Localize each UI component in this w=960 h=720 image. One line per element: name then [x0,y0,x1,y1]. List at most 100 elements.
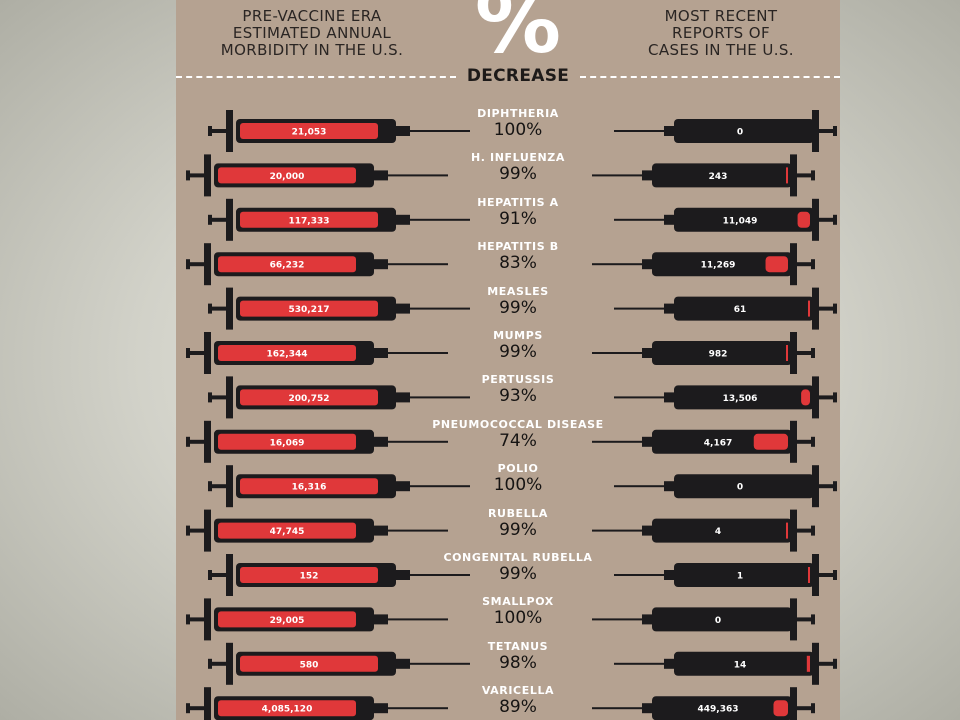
right-needle-smallpox [592,618,652,621]
right-tip-congenital-rubella [664,570,676,580]
left-value-hepatitis-b: 66,232 [270,261,305,271]
disease-name-polio: POLIO [497,462,539,476]
right-tip-pertussis [664,392,676,403]
left-value-pertussis: 200,752 [289,394,330,404]
right-flange-varicella [790,687,797,720]
left-fill-mumps [218,345,356,361]
right-value-polio: 0 [737,483,743,493]
left-flange-polio [226,465,233,508]
disease-name-measles: MEASLES [487,284,549,298]
right-plunger-rod-mumps [797,351,811,355]
right-plunger-hepatitis-b [811,259,815,270]
left-plunger-pertussis [208,392,212,403]
right-barrel-hepatitis-b [652,252,792,277]
right-tip-mumps [642,348,654,358]
left-flange-pertussis [226,376,233,419]
left-needle-hepatitis-b [388,263,448,266]
left-value-hepatitis-a: 117,333 [289,216,330,226]
dashed-divider-right [580,76,840,78]
right-value-h-influenza: 243 [709,172,728,182]
left-flange-tetanus [226,642,233,685]
right-plunger-rod-smallpox [797,617,811,622]
left-value-rubella: 47,745 [270,527,305,537]
right-barrel-varicella [652,696,792,720]
right-fill-hepatitis-a [797,211,810,228]
left-tip-tetanus [396,658,410,669]
right-value-diphtheria: 0 [737,128,743,138]
right-flange-congenital-rubella [812,554,819,596]
disease-name-hepatitis-a: HEPATITIS A [477,195,559,209]
right-tip-varicella [642,703,654,714]
right-flange-h-influenza [790,154,797,197]
left-needle-diphtheria [410,130,470,132]
right-flange-pertussis [812,376,819,419]
left-plunger-pneumococcal-disease [186,436,190,447]
left-plunger-hepatitis-b [186,259,190,270]
right-flange-polio [812,465,819,508]
left-plunger-mumps [186,348,190,358]
left-needle-tetanus [410,662,470,665]
right-barrel-diphtheria [674,119,814,143]
left-fill-h-influenza [218,167,356,184]
right-value-hepatitis-b: 11,269 [701,261,736,271]
right-tip-hepatitis-b [642,259,654,270]
left-tip-congenital-rubella [396,570,410,580]
left-fill-smallpox [218,611,356,628]
left-plunger-rod-smallpox [190,617,208,622]
left-flange-rubella [204,509,211,552]
right-plunger-congenital-rubella [833,570,837,580]
left-needle-polio [410,485,470,488]
left-flange-diphtheria [226,110,233,152]
right-fill-hepatitis-b [765,256,788,273]
right-value-smallpox: 0 [715,616,721,626]
right-barrel-pertussis [674,385,814,410]
percent-decrease-pertussis: 93% [499,386,537,407]
left-fill-pneumococcal-disease [218,433,356,450]
left-fill-polio [240,478,378,495]
recent-reports-header: MOST RECENT REPORTS OF CASES IN THE U.S. [648,7,794,59]
left-plunger-rod-varicella [190,706,208,711]
right-needle-diphtheria [614,130,674,132]
left-fill-congenital-rubella [240,567,378,583]
left-flange-h-influenza [204,154,211,197]
right-fill-varicella [773,700,788,717]
right-needle-polio [614,485,674,488]
left-fill-diphtheria [240,123,378,139]
right-barrel-rubella [652,518,792,543]
left-tip-diphtheria [396,126,410,136]
right-plunger-rod-measles [819,306,833,311]
left-flange-smallpox [204,598,211,641]
percent-decrease-tetanus: 98% [499,652,537,673]
left-tip-pneumococcal-disease [374,436,388,447]
percent-decrease-hepatitis-b: 83% [499,253,537,274]
left-plunger-rod-polio [212,484,230,489]
right-flange-diphtheria [812,110,819,152]
left-needle-smallpox [388,618,448,621]
disease-name-diphtheria: DIPHTHERIA [477,107,559,120]
left-plunger-rod-measles [212,306,230,311]
syringe-chart: 21,053 0 20,000 243 117,333 11,049 66,232 11,26… [186,110,837,720]
infographic-panel: PRE-VACCINE ERA ESTIMATED ANNUAL MORBIDI… [176,0,840,720]
left-flange-congenital-rubella [226,554,233,596]
left-plunger-smallpox [186,614,190,625]
left-fill-varicella [218,700,356,717]
right-barrel-tetanus [674,651,814,676]
right-value-measles: 61 [734,305,747,315]
percent-decrease-measles: 99% [499,297,537,318]
percent-decrease-pneumococcal-disease: 74% [499,430,537,451]
left-needle-measles [410,307,470,310]
left-fill-hepatitis-a [240,211,378,228]
disease-name-pneumococcal-disease: PNEUMOCOCCAL DISEASE [432,417,604,431]
right-fill-rubella [786,522,788,539]
left-value-measles: 530,217 [289,305,330,315]
right-needle-varicella [592,707,652,710]
right-value-congenital-rubella: 1 [737,572,743,582]
right-flange-pneumococcal-disease [790,420,797,463]
right-needle-tetanus [614,662,674,665]
left-needle-varicella [388,707,448,710]
left-plunger-rod-h-influenza [190,173,208,178]
right-plunger-rubella [811,525,815,536]
right-plunger-rod-pertussis [819,395,833,400]
left-plunger-hepatitis-a [208,214,212,225]
left-needle-pertussis [410,396,470,399]
